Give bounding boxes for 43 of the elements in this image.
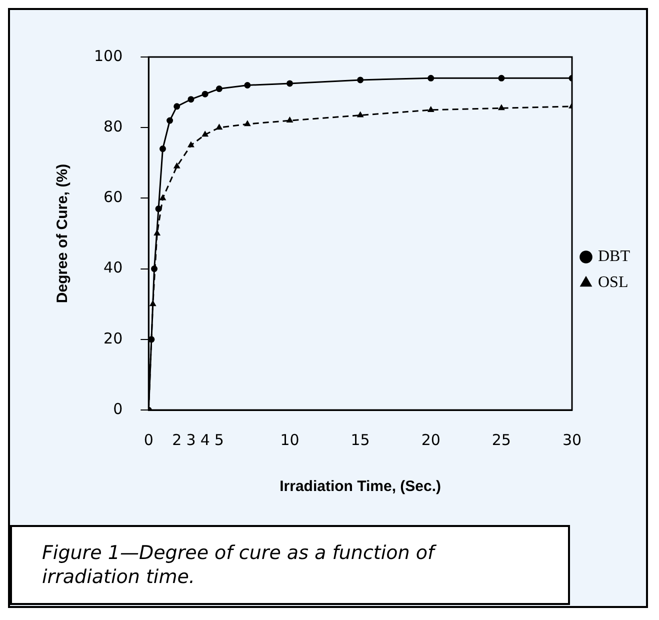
point [357,112,364,118]
point [160,194,166,200]
point [148,336,155,343]
x-tick-label: 30 [562,430,582,449]
point [159,146,166,152]
x-tick-label: 25 [492,430,511,449]
point [188,96,194,103]
x-tick-label: 3 [186,430,196,449]
x-tick-label: 15 [350,430,370,449]
x-tick-label: 4 [200,430,210,449]
x-tick-label: 10 [280,430,300,449]
caption: Figure 1—Degree of cure as a function of irradiation time. [10,525,570,605]
x-tick-label: 20 [421,430,440,449]
point [286,80,294,87]
x-tick-label: 0 [144,430,154,449]
y-tick-label: 0 [113,400,123,418]
y-tick-label: 60 [104,188,123,206]
point [202,131,208,137]
legend-label: OSL [598,274,628,292]
x-tick-label: 5 [214,430,224,449]
point [244,120,250,126]
y-tick-label: 80 [104,117,123,136]
y-tick-label: 40 [104,258,123,277]
point [174,103,180,110]
point [286,117,293,123]
y-tick-label: 20 [104,329,123,348]
x-tick-label: 2 [172,430,182,449]
point [151,266,158,272]
point [166,117,174,124]
point [155,206,162,212]
point [428,74,434,82]
point [498,74,505,82]
point [498,104,504,110]
point [202,90,208,98]
point [216,124,222,130]
y-axis-title: Degree of Cure, (%) [54,164,72,304]
x-axis-title: Irradiation Time, (Sec.) [280,478,442,496]
legend-label: DBT [598,248,630,266]
y-tick-label: 100 [94,46,123,65]
point [428,106,434,112]
point [216,86,222,92]
point [357,76,364,84]
point [244,82,251,88]
